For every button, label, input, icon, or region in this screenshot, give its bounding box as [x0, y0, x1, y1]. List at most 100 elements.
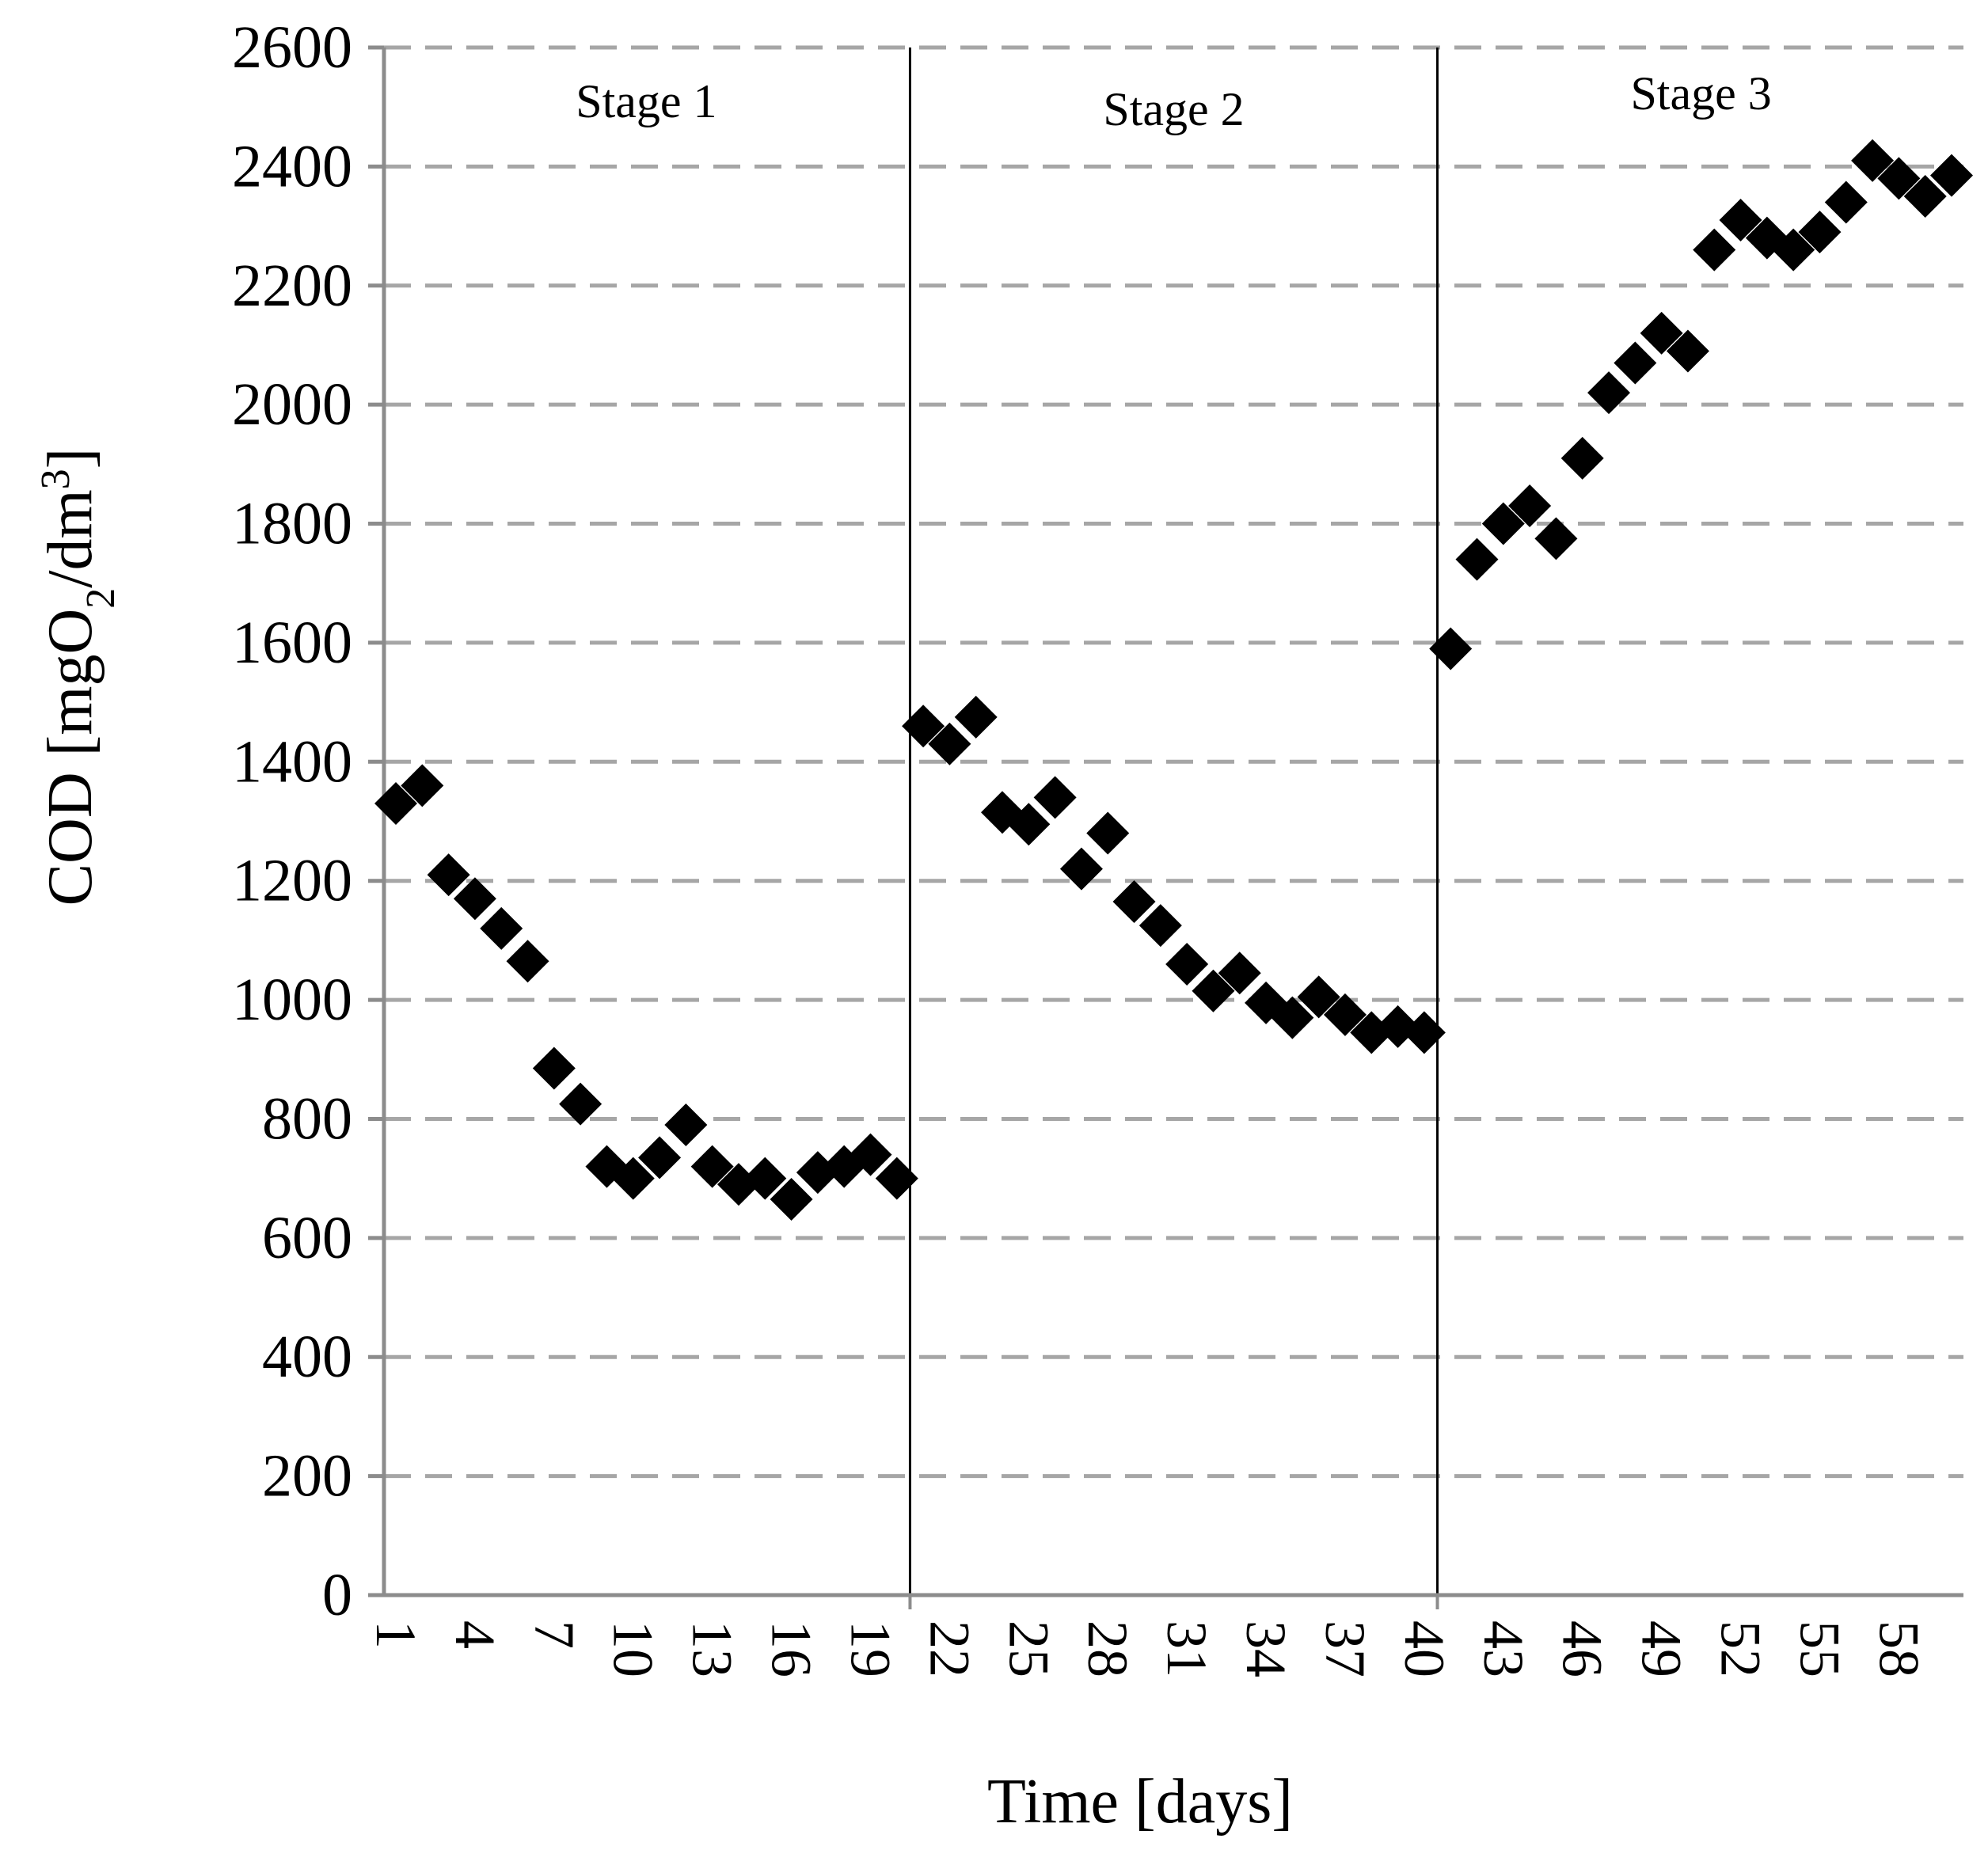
data-point: [453, 877, 496, 921]
x-tick-label: 16: [760, 1620, 823, 1677]
data-point: [1666, 329, 1709, 373]
x-tick-label: 43: [1472, 1620, 1535, 1677]
data-point: [1851, 139, 1895, 182]
data-point: [1271, 996, 1314, 1039]
data-point: [1033, 776, 1077, 819]
data-point: [480, 906, 523, 950]
data-point: [1218, 952, 1261, 995]
x-tick-label: 22: [918, 1620, 981, 1677]
data-point: [1297, 975, 1340, 1019]
x-tick-label: 34: [1234, 1620, 1298, 1677]
x-tick-labels: 1 4 7 10 13 16 19 22 25 28 31 34 37 40 43 46 49 52 55 58: [364, 1620, 1930, 1677]
x-tick-label: 25: [997, 1620, 1060, 1677]
axes: [368, 45, 1963, 1609]
y-tick-label: 1400: [232, 728, 352, 795]
x-axis-title: Time [days]: [987, 1767, 1293, 1837]
x-tick-label: 4: [443, 1620, 507, 1649]
data-point: [401, 764, 444, 807]
y-axis-title-subscript: 2: [78, 588, 124, 609]
x-tick-label: 31: [1155, 1620, 1218, 1677]
data-point: [928, 722, 971, 765]
y-axis-title-superscript: 3: [33, 469, 78, 489]
data-point: [849, 1133, 892, 1176]
data-point: [1455, 538, 1499, 581]
y-tick-label: 400: [262, 1324, 352, 1390]
y-tick-label: 800: [262, 1085, 352, 1152]
data-point: [1481, 502, 1525, 545]
data-point: [664, 1103, 708, 1146]
data-point: [1165, 942, 1209, 986]
data-point: [611, 1157, 655, 1200]
data-point: [1534, 517, 1578, 560]
data-point: [1560, 436, 1604, 480]
data-point: [532, 1047, 576, 1090]
x-tick-label: 1: [364, 1620, 428, 1649]
stage-label: Stage 1: [576, 75, 717, 127]
y-tick-label: 2000: [232, 371, 352, 438]
data-point: [954, 695, 998, 739]
x-tick-label: 19: [838, 1620, 902, 1677]
data-point: [902, 705, 945, 748]
y-tick-label: 1800: [232, 491, 352, 557]
x-tick-label: 28: [1076, 1620, 1139, 1677]
data-point: [1587, 371, 1631, 415]
y-tick-label: 2400: [232, 133, 352, 199]
x-tick-label: 7: [523, 1620, 586, 1649]
x-tick-label: 52: [1709, 1620, 1773, 1677]
y-tick-label: 0: [322, 1562, 352, 1628]
data-point: [1693, 228, 1736, 272]
data-point: [1323, 993, 1367, 1036]
data-point: [1719, 199, 1762, 242]
data-point: [1640, 311, 1683, 355]
data-point: [374, 781, 417, 825]
data-point: [506, 940, 549, 983]
y-tick-label: 2600: [232, 14, 352, 81]
y-tick-labels: 0 200 400 600 800 1000 1200 1400 1600 1800 2000 220…: [232, 14, 352, 1628]
x-tick-label: 13: [681, 1620, 744, 1677]
y-tick-label: 1600: [232, 610, 352, 676]
data-point: [559, 1082, 602, 1126]
data-point: [1402, 1011, 1446, 1054]
data-point: [1112, 880, 1156, 924]
x-tick-label: 55: [1788, 1620, 1851, 1677]
y-tick-label: 1000: [232, 967, 352, 1033]
data-point: [1798, 211, 1842, 254]
data-point: [1086, 811, 1130, 855]
x-tick-label: 49: [1630, 1620, 1693, 1677]
y-axis-title-mid: /dm: [36, 489, 105, 587]
data-point: [770, 1177, 813, 1221]
stage-labels: Stage 1 Stage 2 Stage 3: [576, 67, 1772, 135]
data-point: [1192, 969, 1235, 1012]
data-point: [690, 1145, 734, 1188]
data-point: [1614, 341, 1657, 385]
data-point: [1059, 847, 1103, 891]
data-point: [1824, 180, 1868, 224]
y-tick-label: 600: [262, 1205, 352, 1271]
y-axis-title-suffix: ]: [36, 448, 105, 469]
data-point: [1930, 154, 1973, 197]
data-point: [427, 853, 470, 897]
y-tick-label: 200: [262, 1443, 352, 1510]
data-point: [1772, 228, 1815, 272]
data-point: [1138, 904, 1182, 948]
data-point: [1429, 627, 1473, 670]
y-axis-title: COD [mgO2/dm3]: [33, 448, 124, 906]
data-points: [374, 139, 1973, 1221]
y-tick-label: 1200: [232, 848, 352, 914]
x-tick-label: 40: [1393, 1620, 1456, 1677]
grid-lines: [384, 45, 1963, 1479]
stage-dividers: [908, 47, 1439, 1595]
data-point: [743, 1157, 787, 1200]
data-point: [1903, 174, 1947, 218]
data-point: [875, 1157, 918, 1200]
stage-label: Stage 2: [1103, 83, 1244, 135]
data-point: [1877, 157, 1921, 200]
y-axis-title-prefix: COD [mgO: [36, 609, 105, 906]
data-point: [1007, 803, 1051, 846]
x-tick-label: 10: [602, 1620, 665, 1677]
stage-label: Stage 3: [1630, 67, 1771, 120]
x-tick-label: 37: [1313, 1620, 1377, 1677]
x-tick-label: 58: [1867, 1620, 1930, 1677]
data-point: [638, 1136, 682, 1180]
